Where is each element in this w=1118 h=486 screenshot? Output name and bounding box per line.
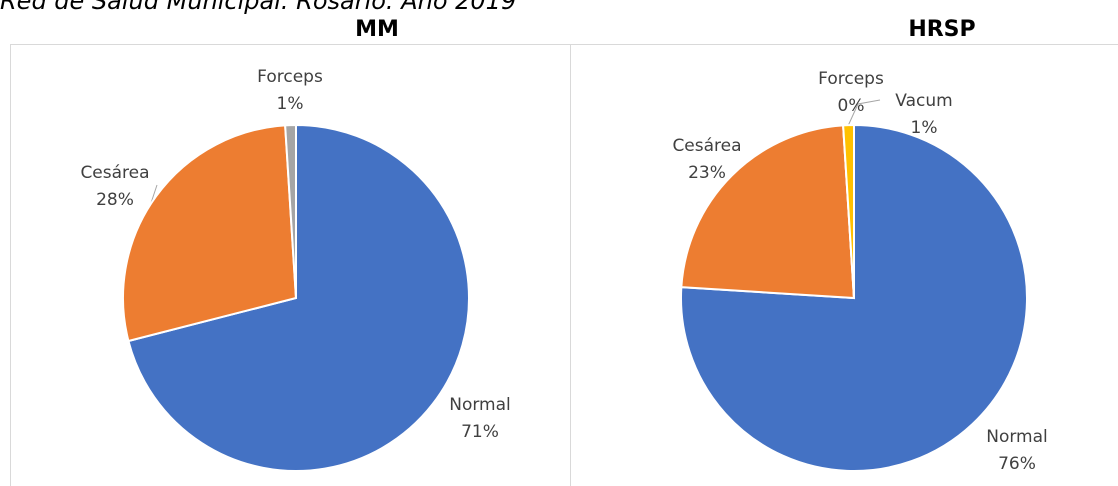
pie-slice — [680, 124, 856, 300]
chart-title: MM — [355, 17, 399, 42]
pie-slice — [842, 123, 855, 299]
leader-line — [847, 99, 881, 127]
leader-line — [150, 184, 158, 204]
slice-value: 76% — [998, 454, 1036, 474]
pie-slice — [127, 123, 470, 472]
slice-value: 1% — [277, 94, 304, 114]
chart-title: HRSP — [908, 17, 975, 42]
slice-value: 28% — [96, 190, 134, 210]
slice-label: Forceps — [257, 67, 323, 87]
chart-frame — [570, 44, 1118, 486]
slice-label: Forceps — [818, 69, 884, 89]
pie-slice — [122, 124, 298, 343]
pie-slice — [284, 123, 297, 299]
slice-value: 23% — [688, 163, 726, 183]
slice-label: Vacum — [895, 91, 952, 111]
slice-label: Cesárea — [80, 163, 149, 183]
slice-value: 1% — [911, 118, 938, 138]
header: Red de Salud Municipal. Rosario. Año 201… — [0, 0, 516, 15]
slice-label: Normal — [449, 395, 511, 415]
slice-value: 0% — [838, 96, 865, 116]
slice-label: Normal — [986, 427, 1048, 447]
slice-label: Cesárea — [672, 136, 741, 156]
slice-value: 71% — [461, 422, 499, 442]
